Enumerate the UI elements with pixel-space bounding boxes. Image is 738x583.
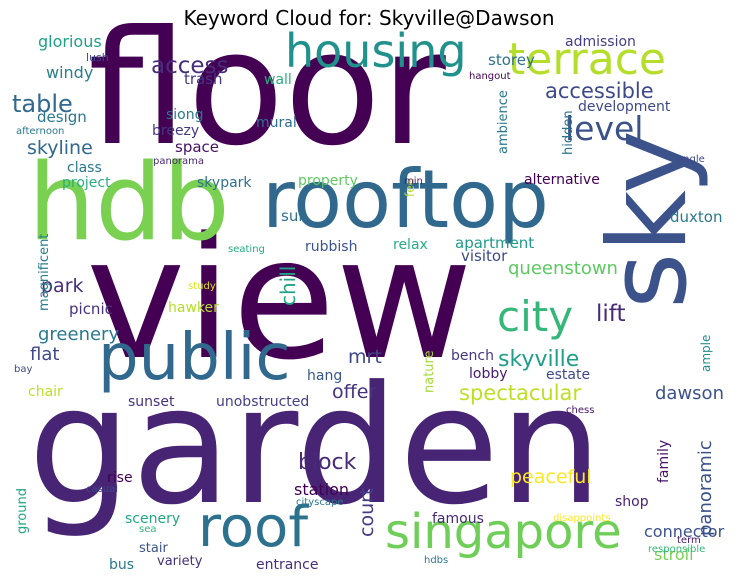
word-chill: chill xyxy=(276,265,300,306)
word-term: term xyxy=(677,535,701,546)
word-ground: ground xyxy=(15,488,30,534)
word-housing: housing xyxy=(285,24,467,78)
word-mrt: mrt xyxy=(348,346,382,368)
word-angle: angle xyxy=(677,154,705,165)
word-siong: siong xyxy=(166,107,204,123)
word-lobby: lobby xyxy=(469,366,508,382)
word-storey: storey xyxy=(488,51,535,69)
word-picnic: picnic xyxy=(69,300,113,318)
word-admission: admission xyxy=(565,34,636,50)
word-panorama: panorama xyxy=(153,156,205,167)
word-development: development xyxy=(578,99,671,115)
word-entrance: entrance xyxy=(256,557,319,573)
word-hawker: hawker xyxy=(168,300,219,316)
chart-title: Keyword Cloud for: Skyville@Dawson xyxy=(183,6,555,30)
word-wall: wall xyxy=(264,72,292,88)
word-glorious: glorious xyxy=(38,32,102,51)
word-unobstructed: unobstructed xyxy=(216,394,310,410)
word-casual: casual xyxy=(86,484,119,495)
word-dawson: dawson xyxy=(655,383,724,404)
word-flat: flat xyxy=(30,344,60,365)
word-view: view xyxy=(86,201,473,397)
word-block: block xyxy=(298,450,357,475)
word-afternoon: afternoon xyxy=(16,126,65,137)
word-hdb: hdb xyxy=(28,141,230,264)
word-greenery: greenery xyxy=(38,324,120,345)
word-ambience: ambience xyxy=(496,90,511,154)
word-property: property xyxy=(298,173,358,189)
word-famous: famous xyxy=(432,511,484,527)
word-city: city xyxy=(497,292,574,341)
word-chess: chess xyxy=(566,405,595,416)
word-windy: windy xyxy=(46,63,94,82)
word-family: family xyxy=(656,439,672,483)
word-offer: offer xyxy=(332,381,377,403)
word-bench: bench xyxy=(451,348,494,364)
word-sea: sea xyxy=(139,524,157,535)
word-sun: sun xyxy=(281,207,308,225)
word-access: access xyxy=(151,53,229,79)
word-apartment: apartment xyxy=(455,234,535,252)
word-table: table xyxy=(12,90,73,118)
word-mural: mural xyxy=(256,115,297,131)
word-project: project xyxy=(62,175,111,191)
word-hang: hang xyxy=(307,368,343,384)
word-level: level xyxy=(565,109,644,148)
word-rise: rise xyxy=(107,470,133,486)
word-spectacular: spectacular xyxy=(459,381,582,405)
word-bay: bay xyxy=(14,364,33,375)
word-seating: seating xyxy=(228,244,265,255)
word-duxton: duxton xyxy=(670,208,723,226)
word-shop: shop xyxy=(615,494,649,510)
word-skyline: skyline xyxy=(27,137,93,159)
word-garden: garden xyxy=(28,352,603,541)
word-min: min xyxy=(404,176,423,187)
word-lift: lift xyxy=(596,301,626,327)
word-chair: chair xyxy=(28,384,63,400)
word-park: park xyxy=(41,275,84,297)
word-queenstown: queenstown xyxy=(508,258,618,279)
word-public: public xyxy=(98,321,291,395)
word-skypark: skypark xyxy=(197,175,252,191)
word-stair: stair xyxy=(139,541,168,556)
word-cityscape: cityscape xyxy=(296,497,344,508)
word-lush: lush xyxy=(86,51,109,64)
word-rubbish: rubbish xyxy=(305,239,358,255)
word-space: space xyxy=(175,138,220,156)
word-peaceful: peaceful xyxy=(510,466,592,488)
word-rooftop: rooftop xyxy=(262,153,549,246)
word-accessible: accessible xyxy=(545,79,654,103)
word-study: study xyxy=(188,281,216,292)
word-magnificent: magnificent xyxy=(37,233,52,311)
word-design: design xyxy=(37,108,87,126)
word-hangout: hangout xyxy=(469,71,511,82)
word-class: class xyxy=(67,160,102,176)
word-connector: connector xyxy=(644,522,725,541)
word-visitor: visitor xyxy=(461,247,508,265)
word-station: station xyxy=(294,480,350,499)
word-trash: trash xyxy=(184,70,223,88)
word-terrace: terrace xyxy=(508,34,666,85)
word-skyville: skyville xyxy=(498,347,580,372)
word-disappoints: disappoints xyxy=(553,513,611,524)
word-relax: relax xyxy=(393,237,428,253)
word-bus: bus xyxy=(109,557,135,573)
word-responsible: responsible xyxy=(648,544,706,555)
word-roof: roof xyxy=(198,495,309,560)
word-hidden: hidden xyxy=(561,110,576,155)
word-breezy: breezy xyxy=(152,123,200,139)
word-hdbs: hdbs xyxy=(424,555,449,566)
word-alternative: alternative xyxy=(524,172,600,188)
word-stroll: stroll xyxy=(654,545,694,564)
word-sunset: sunset xyxy=(128,394,175,410)
word-floor: floor xyxy=(88,0,446,181)
word-singapore: singapore xyxy=(385,504,622,560)
word-court: court xyxy=(356,487,378,537)
word-variety: variety xyxy=(157,554,203,569)
word-ample: ample xyxy=(699,334,713,372)
word-estate: estate xyxy=(546,367,591,383)
word-nature: nature xyxy=(422,350,437,393)
word-scenery: scenery xyxy=(125,511,181,527)
